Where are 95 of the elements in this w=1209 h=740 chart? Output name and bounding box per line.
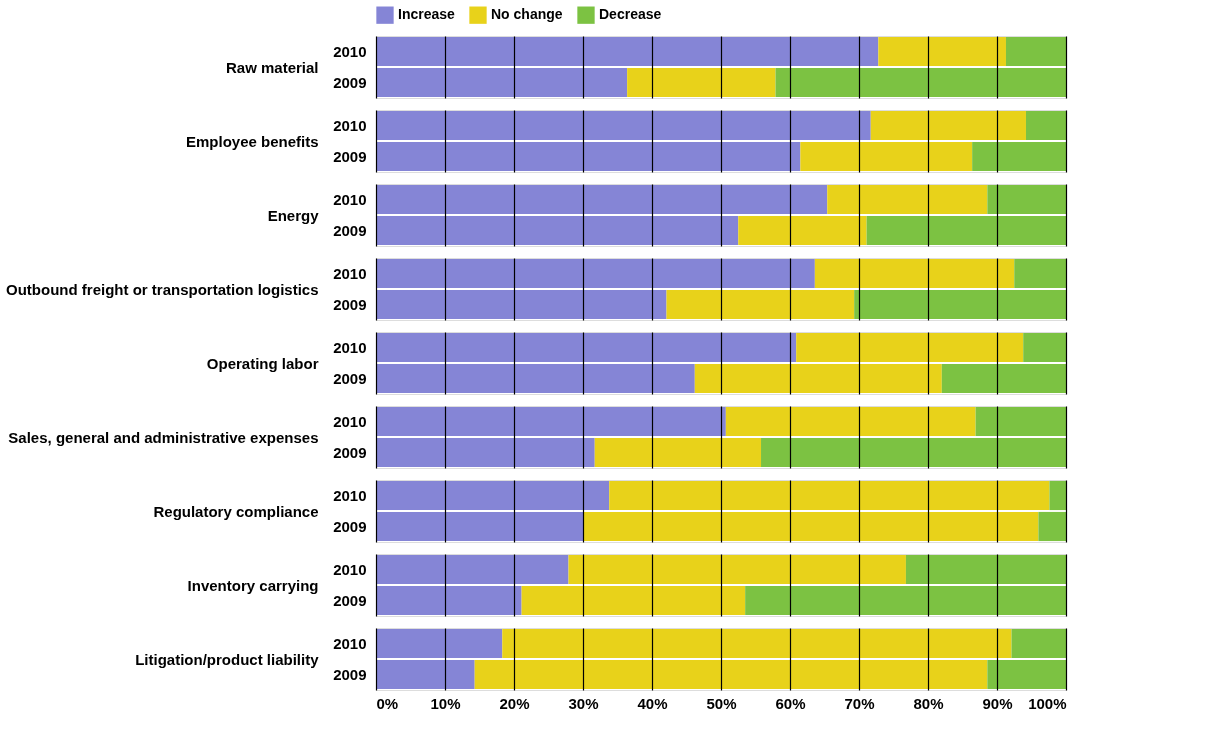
x-tick-label: 60% xyxy=(775,694,806,712)
bar xyxy=(827,184,988,215)
x-tick-label: 70% xyxy=(844,694,875,712)
bar xyxy=(694,363,942,394)
y-tick-label: 2010 xyxy=(333,190,367,208)
bar xyxy=(975,406,1066,437)
y-tick-label: 2010 xyxy=(333,412,367,430)
bar xyxy=(568,554,906,585)
bar xyxy=(583,511,1039,542)
bar xyxy=(775,67,1066,98)
y-tick-label: 2009 xyxy=(333,665,367,683)
bar xyxy=(972,141,1066,172)
y-tick-label: 2009 xyxy=(333,147,367,165)
bar xyxy=(376,406,726,437)
bar xyxy=(376,258,815,289)
bar xyxy=(870,110,1026,141)
x-tick-label: 100% xyxy=(1028,694,1067,712)
legend-label: No change xyxy=(491,6,563,23)
bar xyxy=(1005,36,1066,67)
bar xyxy=(866,215,1066,246)
bar xyxy=(594,437,762,468)
x-tick-label: 90% xyxy=(982,694,1013,712)
y-tick-label: 2010 xyxy=(333,560,367,578)
bar xyxy=(814,258,1015,289)
bar xyxy=(376,184,828,215)
bar xyxy=(666,289,855,320)
y-tick-label: 2010 xyxy=(333,486,367,504)
y-axis-title: Operating labor xyxy=(206,354,319,372)
bar xyxy=(738,215,867,246)
bar xyxy=(854,289,1066,320)
bar xyxy=(627,67,776,98)
bar xyxy=(376,141,801,172)
x-tick-label: 30% xyxy=(568,694,599,712)
bar xyxy=(376,585,522,616)
bar xyxy=(376,67,628,98)
bar xyxy=(376,628,503,659)
y-axis-title: Regulatory compliance xyxy=(153,502,319,520)
y-axis-title: Inventory carrying xyxy=(187,576,319,594)
bar xyxy=(502,628,1012,659)
y-tick-label: 2009 xyxy=(333,369,367,387)
y-axis-title: Litigation/product liability xyxy=(135,650,320,668)
bar xyxy=(1011,628,1066,659)
bar xyxy=(796,332,1024,363)
bar xyxy=(800,141,973,172)
bar xyxy=(376,480,610,511)
bar xyxy=(905,554,1066,585)
y-axis-title: Raw material xyxy=(225,58,319,76)
x-tick-label: 20% xyxy=(499,694,530,712)
bar xyxy=(376,437,595,468)
bar xyxy=(521,585,746,616)
bar xyxy=(376,332,797,363)
bar xyxy=(1025,110,1066,141)
bar xyxy=(474,659,988,690)
bar xyxy=(745,585,1066,616)
x-tick-label: 10% xyxy=(430,694,461,712)
bar xyxy=(376,215,739,246)
y-axis-title: Energy xyxy=(267,206,320,224)
x-tick-label: 50% xyxy=(706,694,737,712)
bar xyxy=(878,36,1006,67)
y-tick-label: 2009 xyxy=(333,443,367,461)
y-tick-label: 2009 xyxy=(333,517,367,535)
legend-label: Decrease xyxy=(599,6,662,23)
bar xyxy=(1023,332,1066,363)
y-axis-title: Employee benefits xyxy=(185,132,319,150)
y-tick-label: 2009 xyxy=(333,221,367,239)
y-tick-label: 2010 xyxy=(333,338,367,356)
bar xyxy=(1038,511,1066,542)
y-tick-label: 2009 xyxy=(333,295,367,313)
bar xyxy=(376,363,695,394)
bar xyxy=(725,406,976,437)
legend-label: Increase xyxy=(398,6,456,23)
bar xyxy=(376,289,667,320)
y-tick-label: 2010 xyxy=(333,634,367,652)
bar xyxy=(987,659,1066,690)
bar xyxy=(987,184,1066,215)
y-tick-label: 2009 xyxy=(333,591,367,609)
x-tick-label: 40% xyxy=(637,694,668,712)
y-axis-title: Outbound freight or transportation logistics xyxy=(6,280,319,298)
x-tick-label: 0% xyxy=(376,694,399,712)
y-axis-title: Sales, general and administrative expenses xyxy=(8,428,319,446)
bar xyxy=(376,511,584,542)
bar xyxy=(1049,480,1066,511)
y-tick-label: 2010 xyxy=(333,264,367,282)
y-tick-label: 2009 xyxy=(333,73,367,91)
bar xyxy=(376,110,871,141)
bar xyxy=(1014,258,1066,289)
bar xyxy=(376,659,475,690)
bar xyxy=(376,554,569,585)
bar xyxy=(609,480,1050,511)
y-tick-label: 2010 xyxy=(333,42,367,60)
x-tick-label: 80% xyxy=(913,694,944,712)
y-tick-label: 2010 xyxy=(333,116,367,134)
bar xyxy=(761,437,1066,468)
bar xyxy=(941,363,1066,394)
bar xyxy=(376,36,879,67)
